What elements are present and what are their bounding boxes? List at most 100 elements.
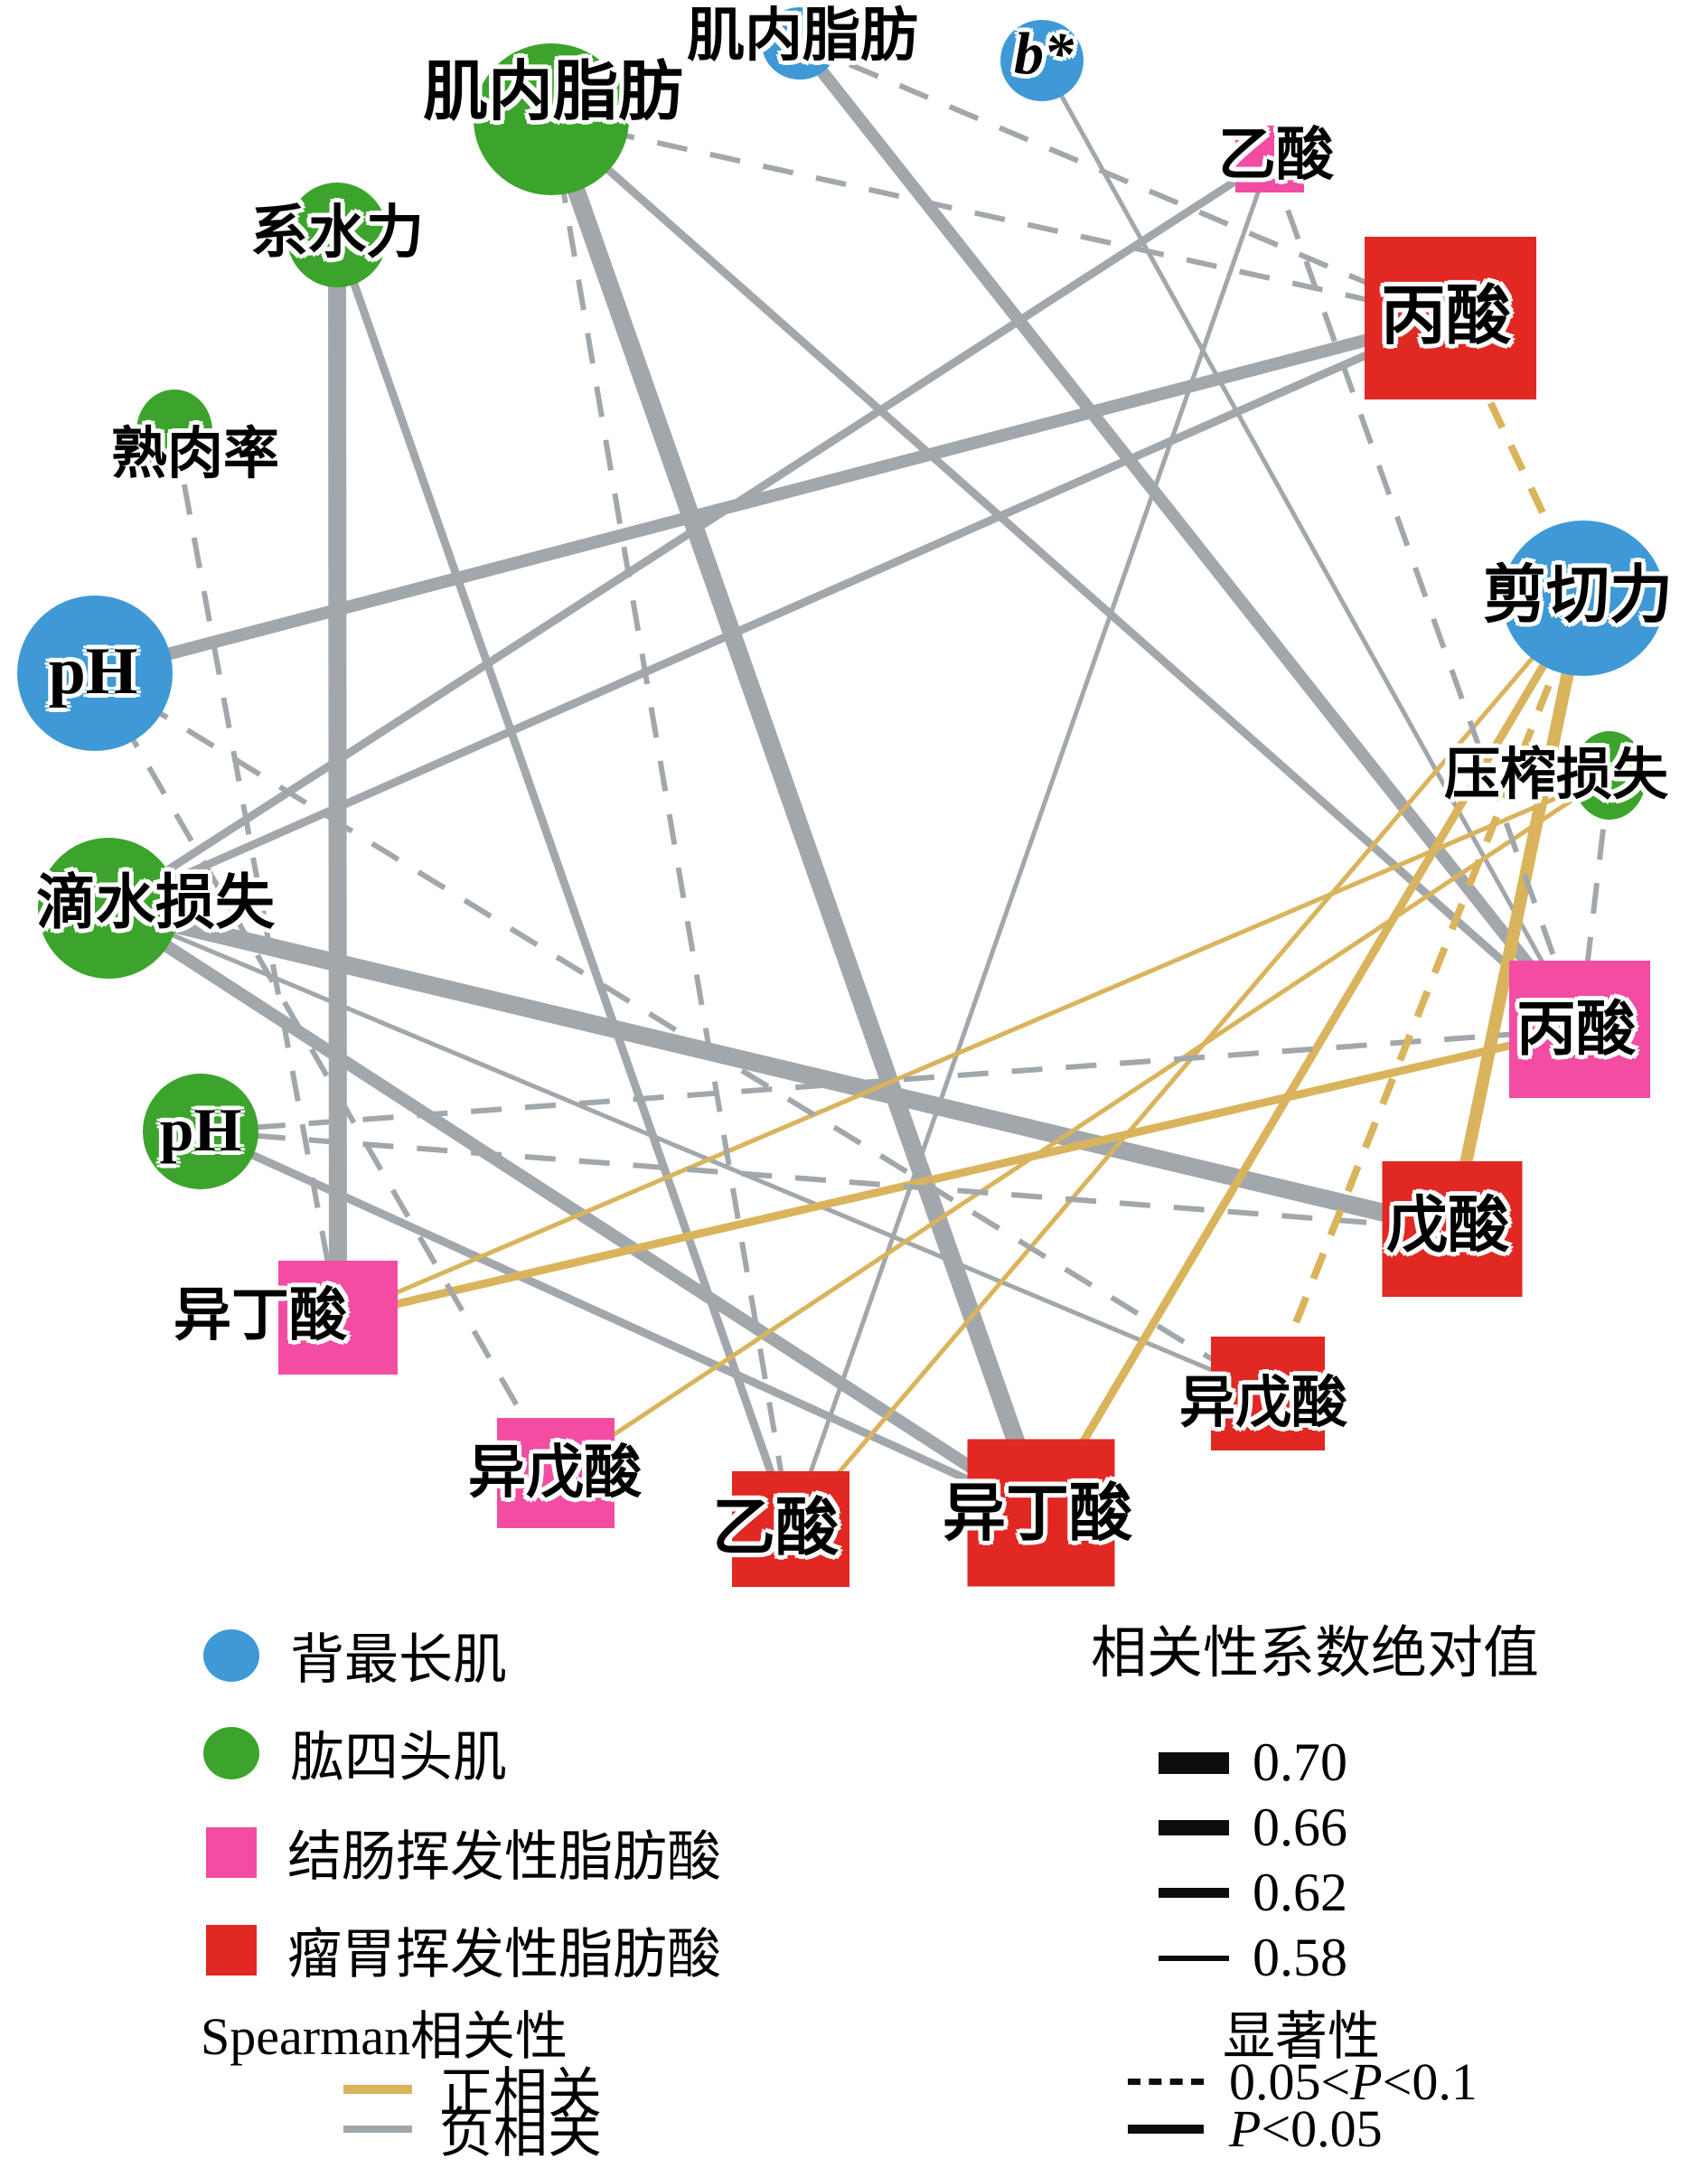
coef-row-070: 0.70 [1159, 1732, 1347, 1794]
coef-value: 0.58 [1253, 1928, 1347, 1987]
node-label-isovalerate-rumen: 异戊酸 [1178, 1373, 1348, 1434]
edge-drip-loss--isobutyrate-rumen [105, 903, 1045, 1518]
edge-acetate-colon--acetate-rumen [788, 158, 1272, 1530]
solid-line-icon [1128, 2124, 1204, 2134]
node-acetate-rumen [732, 1471, 849, 1587]
node-label-b-star: b* [1014, 21, 1074, 87]
edge-drip-loss--isovalerate-rumen [108, 906, 1269, 1396]
node-label-isobutyrate-rumen: 异丁酸 [943, 1479, 1132, 1549]
legend-sig-solid: P<0.05 [1128, 2098, 1383, 2159]
edge-ph-quadriceps--valerate-rumen [200, 1129, 1453, 1232]
edge-water-holding--acetate-rumen [333, 233, 795, 1531]
edge-propionate-colon--isobutyrate-colon [336, 1025, 1581, 1322]
coefficient-legend-title: 相关性系数绝对值 [1090, 1623, 1540, 1685]
edge-b-star--propionate-colon [1039, 59, 1582, 1031]
sig-text: 0.05< [1229, 2052, 1351, 2111]
legend-negative-correlation: 负相关 [343, 2089, 602, 2168]
edge-squeeze-loss--isobutyrate-colon [337, 773, 1610, 1320]
node-acetate-colon [1235, 126, 1304, 192]
positive-line-icon [343, 2084, 412, 2094]
node-label-acetate-rumen: 乙酸 [712, 1494, 839, 1563]
edge-shear-force--isobutyrate-rumen [1037, 596, 1587, 1516]
edge-squeeze-loss--propionate-colon [1577, 774, 1612, 1030]
legend-group-label: 背最长肌 [290, 1630, 507, 1690]
coef-row-062: 0.62 [1159, 1862, 1347, 1924]
edge-acetate-colon--propionate-colon [1267, 157, 1582, 1031]
node-water-holding [286, 183, 388, 287]
legend-group-label: 瘤胃挥发性脂肪酸 [287, 1925, 721, 1985]
node-label-water-holding: 系水力 [250, 201, 424, 265]
coef-value: 0.66 [1253, 1797, 1347, 1857]
node-label-squeeze-loss: 压榨损失 [1443, 745, 1669, 806]
node-cooked-meat-rate [136, 389, 212, 473]
legend-group-rumen-vfa: 瘤胃挥发性脂肪酸 [206, 1910, 721, 1989]
edge-cooked-meat-rate--isobutyrate-colon [172, 430, 341, 1319]
edge-ph-longissimus--isovalerate-rumen [93, 671, 1270, 1396]
node-label-propionate-colon: 丙酸 [1516, 997, 1636, 1063]
node-label-imf-quadriceps: 肌内脂肪 [422, 56, 684, 128]
edge-shear-force--acetate-rumen [789, 596, 1585, 1531]
node-label-acetate-colon: 乙酸 [1218, 123, 1334, 187]
coef-row-058: 0.58 [1159, 1927, 1347, 1989]
node-label-shear-force: 剪切力 [1483, 561, 1673, 631]
node-label-isobutyrate-colon: 异丁酸 [174, 1283, 347, 1347]
node-squeeze-loss [1572, 731, 1647, 820]
sig-dashed-label: 0.05<P<0.1 [1229, 2051, 1478, 2112]
node-shear-force [1502, 521, 1665, 676]
edge-ph-quadriceps--isobutyrate-rumen [199, 1127, 1043, 1517]
width-sample-062-icon [1159, 1888, 1229, 1898]
node-propionate-rumen [1365, 237, 1536, 399]
edge-shear-force--isovalerate-rumen [1264, 596, 1587, 1395]
node-isobutyrate-rumen [967, 1439, 1115, 1587]
coef-row-066: 0.66 [1159, 1797, 1347, 1859]
node-label-drip-loss: 滴水损失 [36, 870, 275, 936]
legend-group-colon-vfa: 结肠挥发性脂肪酸 [206, 1813, 721, 1891]
colon-vfa-square-icon [206, 1826, 257, 1878]
sig-text: <0.1 [1382, 2052, 1478, 2111]
node-propionate-colon [1509, 961, 1650, 1098]
node-label-ph-quadriceps: pH [159, 1095, 242, 1164]
legend-group-label: 结肠挥发性脂肪酸 [287, 1827, 721, 1887]
edge-imf-quadriceps--propionate-colon [549, 116, 1582, 1033]
sig-solid-label: P<0.05 [1229, 2098, 1383, 2159]
legend-group-longissimus: 背最长肌 [203, 1616, 507, 1694]
node-imf-longissimus [762, 7, 838, 80]
node-label-ph-longissimus: pH [48, 634, 138, 709]
node-isobutyrate-colon [278, 1261, 398, 1375]
sig-text: <0.05 [1261, 2099, 1383, 2158]
node-isovalerate-rumen [1211, 1337, 1325, 1450]
node-ph-quadriceps [143, 1074, 258, 1189]
significance-legend-title: 显著性 [1222, 2007, 1381, 2066]
positive-label: 正相关 [439, 2064, 602, 2124]
coef-value: 0.70 [1253, 1732, 1347, 1792]
node-label-cooked-meat-rate: 熟肉率 [110, 424, 280, 485]
node-valerate-rumen [1382, 1161, 1523, 1297]
edge-water-holding--isobutyrate-colon [328, 234, 347, 1319]
sig-p-italic: P [1229, 2099, 1262, 2158]
edge-squeeze-loss--isovalerate-colon [554, 773, 1611, 1476]
edge-drip-loss--valerate-rumen [106, 899, 1455, 1238]
negative-line-icon [343, 2125, 412, 2133]
edge-imf-quadriceps--acetate-rumen [549, 118, 793, 1530]
node-label-isovalerate-colon: 异戊酸 [468, 1441, 642, 1505]
node-ph-longissimus [17, 596, 173, 751]
legend-positive-correlation: 正相关 [343, 2050, 602, 2128]
width-sample-066-icon [1159, 1820, 1229, 1835]
quadriceps-circle-icon [203, 1726, 259, 1779]
edge-drip-loss--acetate-colon [106, 155, 1272, 912]
sig-p-italic: P [1350, 2052, 1383, 2111]
edge-ph-longissimus--propionate-rumen [93, 312, 1452, 680]
node-label-imf-longissimus: 肌内脂肪 [687, 4, 918, 68]
edge-imf-quadriceps--propionate-rumen [550, 117, 1451, 321]
node-label-propionate-rumen: 丙酸 [1380, 280, 1512, 352]
edge-drip-loss--propionate-rumen [107, 314, 1452, 913]
longissimus-circle-icon [203, 1628, 259, 1682]
legend-group-quadriceps: 肱四头肌 [203, 1713, 507, 1792]
edge-ph-longissimus--isovalerate-colon [92, 671, 558, 1475]
width-sample-058-icon [1159, 1955, 1229, 1961]
legend-group-label: 肱四头肌 [290, 1728, 507, 1788]
negative-label: 负相关 [439, 2104, 602, 2163]
node-b-star [1000, 20, 1084, 101]
edge-shear-force--valerate-rumen [1446, 596, 1590, 1231]
